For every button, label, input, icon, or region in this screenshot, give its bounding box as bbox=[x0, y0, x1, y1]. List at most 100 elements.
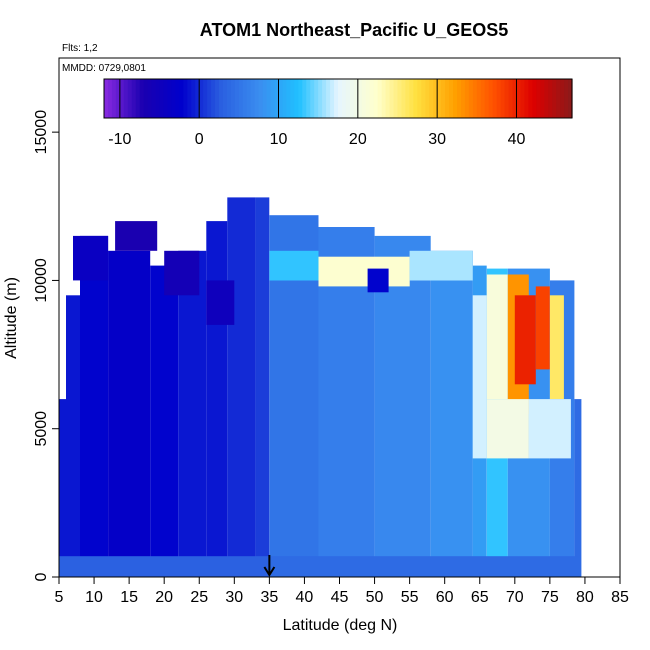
y-ticks: 0 5000 10000 15000 bbox=[33, 110, 59, 581]
heat-cell-31 bbox=[486, 399, 529, 459]
colorbar-segment bbox=[175, 79, 180, 118]
colorbar-segment bbox=[540, 79, 545, 118]
colorbar-segment bbox=[472, 79, 478, 118]
y-tick-label: 15000 bbox=[33, 110, 50, 155]
heat-cell-28 bbox=[514, 295, 536, 385]
colorbar-segment bbox=[349, 79, 355, 118]
colorbar-segment bbox=[123, 79, 129, 118]
colorbar-segment bbox=[222, 79, 228, 118]
colorbar-segment bbox=[318, 79, 323, 118]
colorbar-segment bbox=[520, 79, 526, 118]
colorbar-segment bbox=[143, 79, 149, 118]
colorbar-segment bbox=[500, 79, 506, 118]
colorbar-segment bbox=[401, 79, 407, 118]
colorbar-segment bbox=[159, 79, 165, 118]
heat-cell-26 bbox=[486, 274, 508, 400]
x-tick-label: 20 bbox=[155, 589, 173, 606]
colorbar-tick-label: 20 bbox=[349, 131, 367, 148]
colorbar-segment bbox=[445, 79, 450, 118]
flights-label: Flts: 1,2 bbox=[62, 43, 98, 54]
heat-cell-24 bbox=[409, 250, 473, 281]
colorbar-segment bbox=[266, 79, 272, 118]
x-tick-label: 65 bbox=[471, 589, 489, 606]
colorbar-segment bbox=[361, 79, 367, 118]
colorbar-segment bbox=[282, 79, 288, 118]
colorbar-segment bbox=[556, 79, 561, 118]
colorbar-segment bbox=[258, 79, 264, 118]
heat-cell-4 bbox=[150, 265, 179, 577]
colorbar-segment bbox=[476, 79, 482, 118]
colorbar-segment bbox=[353, 79, 359, 118]
colorbar-segment bbox=[290, 79, 295, 118]
colorbar-segment bbox=[115, 79, 121, 118]
x-tick-label: 25 bbox=[190, 589, 208, 606]
colorbar-segment bbox=[381, 79, 387, 118]
colorbar-tick-label: 30 bbox=[428, 131, 446, 148]
x-ticks: 5 10 15 20 25 30 35 40 45 50 55 60 65 70 75 80 85 bbox=[55, 577, 629, 606]
colorbar-segment bbox=[528, 79, 533, 118]
colorbar-segment bbox=[456, 79, 462, 118]
colorbar-segment bbox=[183, 79, 188, 118]
colorbar-segment bbox=[413, 79, 418, 118]
colorbar-segment bbox=[552, 79, 557, 118]
colorbar-segment bbox=[302, 79, 307, 118]
colorbar-segment bbox=[151, 79, 157, 118]
heat-cell-8 bbox=[255, 197, 270, 577]
colorbar-segment bbox=[564, 79, 569, 118]
colorbar-segment bbox=[179, 79, 184, 118]
x-axis-label: Latitude (deg N) bbox=[283, 617, 398, 634]
colorbar-segment bbox=[496, 79, 502, 118]
colorbar-segment bbox=[286, 79, 292, 118]
colorbar-segment bbox=[111, 79, 117, 118]
heat-cell-9 bbox=[115, 221, 158, 251]
colorbar-segment bbox=[250, 79, 256, 118]
colorbar-segment bbox=[298, 79, 303, 118]
colorbar-segment bbox=[365, 79, 371, 118]
colorbar-segment bbox=[433, 79, 438, 118]
heat-cell-22 bbox=[269, 250, 319, 281]
colorbar-segment bbox=[219, 79, 224, 118]
colorbar-segment bbox=[385, 79, 391, 118]
colorbar-segment bbox=[464, 79, 470, 118]
x-tick-label: 10 bbox=[85, 589, 103, 606]
colorbar-segment bbox=[389, 79, 395, 118]
heat-cell-1 bbox=[66, 295, 80, 577]
colorbar-segment bbox=[171, 79, 176, 118]
heat-cell-25 bbox=[472, 295, 487, 459]
x-tick-label: 55 bbox=[401, 589, 419, 606]
heat-cell-0 bbox=[59, 399, 66, 577]
heat-cell-35 bbox=[367, 268, 389, 293]
colorbar-segment bbox=[226, 79, 232, 118]
colorbar-segment bbox=[278, 79, 284, 118]
colorbar-segment bbox=[345, 79, 351, 118]
x-tick-label: 5 bbox=[55, 589, 64, 606]
colorbar-segment bbox=[369, 79, 375, 118]
colorbar-segment bbox=[207, 79, 212, 118]
colorbar-segment bbox=[548, 79, 553, 118]
x-tick-label: 30 bbox=[225, 589, 243, 606]
colorbar-segment bbox=[441, 79, 446, 118]
colorbar-segment bbox=[163, 79, 169, 118]
colorbar-segment bbox=[377, 79, 383, 118]
colorbar-segment bbox=[453, 79, 458, 118]
heat-cell-15 bbox=[374, 235, 431, 577]
colorbar-segment bbox=[338, 79, 343, 118]
colorbar-segment bbox=[167, 79, 173, 118]
colorbar-segment bbox=[127, 79, 133, 118]
x-tick-label: 60 bbox=[436, 589, 454, 606]
colorbar-segment bbox=[107, 79, 113, 118]
heat-cell-21 bbox=[574, 399, 582, 577]
colorbar-segment bbox=[357, 79, 363, 118]
colorbar-segment bbox=[254, 79, 260, 118]
colorbar-segment bbox=[155, 79, 161, 118]
colorbar-segment bbox=[195, 79, 200, 118]
colorbar-segment bbox=[492, 79, 498, 118]
x-tick-label: 75 bbox=[541, 589, 559, 606]
colorbar-segment bbox=[330, 79, 335, 118]
colorbar-tick-label: -10 bbox=[108, 131, 131, 148]
x-tick-label: 50 bbox=[366, 589, 384, 606]
colorbar-tick-label: 0 bbox=[195, 131, 204, 148]
colorbar-segment bbox=[560, 79, 565, 118]
colorbar-segment bbox=[373, 79, 379, 118]
